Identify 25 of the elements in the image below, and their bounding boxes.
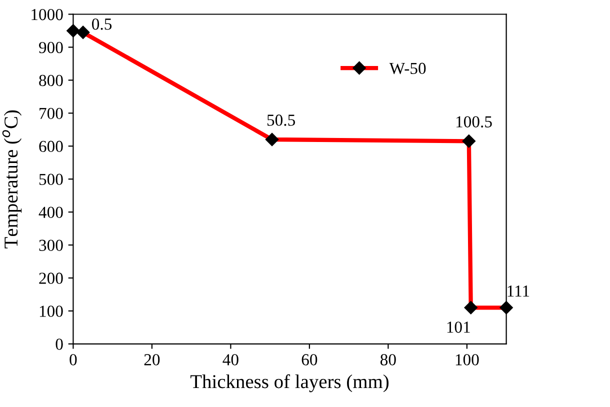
- x-tick-label: 20: [144, 354, 160, 366]
- legend-label: W-50: [389, 62, 426, 74]
- y-tick-label: 300: [39, 240, 63, 251]
- y-tick-label: 700: [40, 108, 63, 120]
- y-tick-label: 400: [38, 206, 63, 218]
- annotation: 50.5: [267, 114, 295, 126]
- x-axis-title: Thickness of layers (mm): [190, 374, 389, 392]
- annotation: 0.5: [92, 18, 112, 30]
- y-tick-label: 1000: [32, 8, 63, 20]
- annotation: 100.5: [456, 116, 492, 128]
- x-tick-label: 80: [380, 354, 396, 366]
- y-tick-label: 500: [39, 174, 63, 186]
- y-tick-label: 600: [39, 140, 63, 152]
- annotation: 111: [508, 286, 530, 297]
- y-tick-label: 800: [39, 74, 63, 86]
- annotation: 101: [447, 322, 470, 333]
- x-tick-label: 40: [222, 354, 238, 366]
- y-tick-label: 0: [56, 338, 63, 350]
- x-tick-label: 100: [456, 354, 479, 366]
- x-tick-label: 0: [70, 354, 77, 366]
- y-tick-label: 100: [40, 306, 63, 317]
- y-tick-label: 900: [39, 42, 63, 54]
- y-axis-title: Temperature ($^{o}$C): [2, 110, 22, 248]
- y-tick-label: 200: [39, 272, 63, 284]
- x-tick-label: 60: [302, 354, 318, 366]
